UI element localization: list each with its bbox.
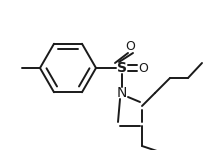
Text: S: S [117, 61, 127, 75]
Text: O: O [125, 40, 135, 54]
Text: O: O [138, 61, 148, 75]
Text: N: N [117, 86, 127, 100]
